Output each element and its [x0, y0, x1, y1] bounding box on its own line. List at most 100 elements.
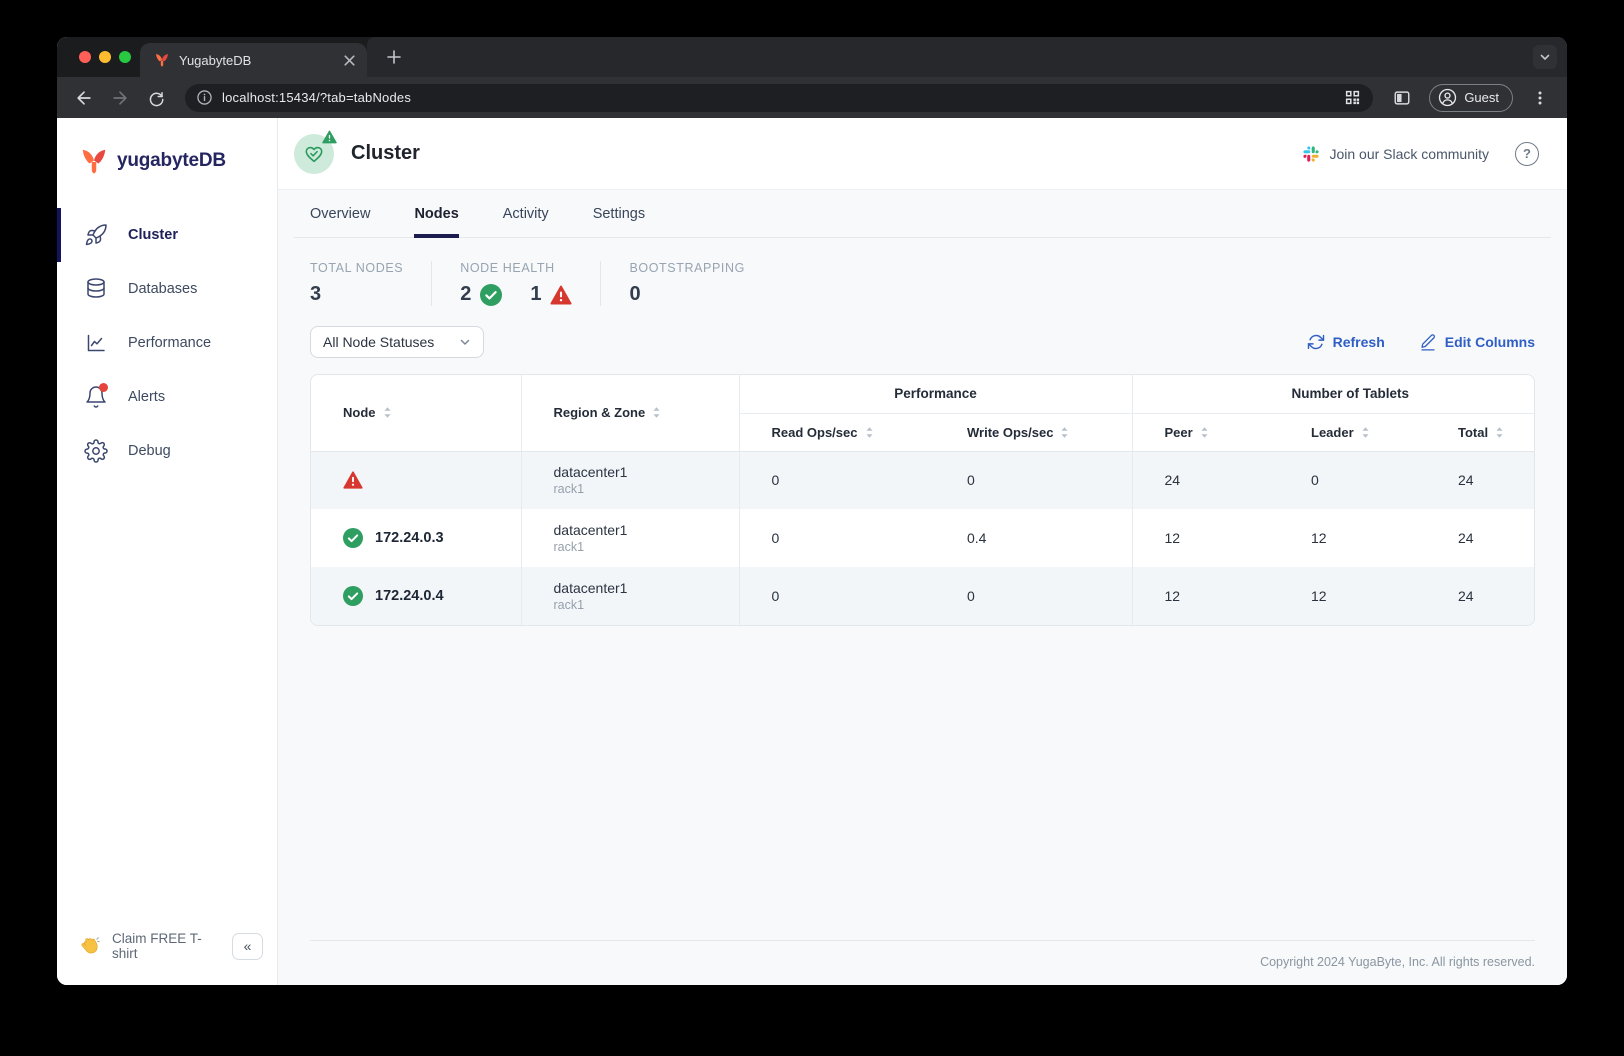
database-icon	[87, 278, 105, 298]
alert-badge-dot	[99, 383, 108, 392]
sort-icon[interactable]	[652, 406, 661, 419]
node-name[interactable]: 172.24.0.4	[375, 588, 444, 604]
table-toolbar: All Node Statuses Refresh	[278, 306, 1567, 374]
warning-nodes: 1	[530, 283, 573, 306]
browser-toolbar: localhost:15434/?tab=tabNodes Guest	[57, 77, 1567, 118]
main-panel: Cluster Join our Slack community ?	[278, 118, 1567, 985]
column-header-leader[interactable]: Leader	[1279, 413, 1427, 452]
sidebar-item-cluster[interactable]: Cluster	[57, 208, 277, 262]
arrow-left-icon	[77, 90, 91, 105]
gear-icon	[84, 439, 108, 463]
tab-overview[interactable]: Overview	[310, 206, 371, 222]
sidebar-item-performance[interactable]: Performance	[57, 316, 277, 370]
sidebar-item-debug[interactable]: Debug	[57, 424, 277, 478]
profile-button[interactable]: Guest	[1429, 83, 1513, 112]
leader-value: 12	[1311, 588, 1327, 604]
line-chart-icon	[87, 334, 105, 352]
leader-value: 12	[1311, 530, 1327, 546]
stat-label: NODE HEALTH	[460, 261, 555, 275]
read-ops-value: 0	[738, 451, 935, 509]
column-header-write-ops[interactable]: Write Ops/sec	[935, 413, 1133, 452]
stat-label: BOOTSTRAPPING	[629, 261, 745, 275]
refresh-button[interactable]: Refresh	[1307, 333, 1385, 351]
sort-icon[interactable]	[1200, 426, 1209, 439]
sort-icon[interactable]	[865, 426, 874, 439]
column-header-region-zone[interactable]: Region & Zone	[520, 375, 739, 452]
plus-icon	[387, 50, 401, 64]
user-avatar-icon	[1439, 88, 1457, 107]
yugabytedb-app: yugabyteDB Cluster	[57, 118, 1567, 985]
close-window-button[interactable]	[79, 51, 91, 63]
edit-columns-label: Edit Columns	[1444, 334, 1535, 350]
browser-menu-button[interactable]	[1525, 83, 1555, 113]
sidebar-item-label: Debug	[128, 443, 171, 459]
column-label: Read Ops/sec	[771, 424, 858, 440]
sidebar-footer: Claim FREE T-shirt «	[57, 931, 277, 985]
node-name[interactable]: 172.24.0.3	[375, 530, 444, 546]
tab-nodes[interactable]: Nodes	[414, 190, 460, 238]
column-label: Node	[343, 405, 376, 421]
help-button[interactable]: ?	[1515, 141, 1539, 166]
sort-icon[interactable]	[383, 406, 392, 419]
warning-triangle-icon	[343, 471, 363, 489]
browser-tabstrip: YugabyteDB	[57, 37, 1567, 77]
refresh-icon	[1307, 334, 1324, 350]
url-text[interactable]: localhost:15434/?tab=tabNodes	[222, 90, 412, 105]
edit-columns-button[interactable]: Edit Columns	[1419, 333, 1535, 351]
minimize-window-button[interactable]	[99, 51, 111, 63]
claim-tshirt-link[interactable]: Claim FREE T-shirt	[112, 931, 202, 961]
slack-community-link[interactable]: Join our Slack community	[1302, 145, 1489, 163]
node-stats: TOTAL NODES 3 NODE HEALTH 2 1	[278, 238, 1567, 306]
sort-icon[interactable]	[1495, 426, 1504, 439]
profile-label: Guest	[1464, 90, 1499, 105]
table-row[interactable]: 172.24.0.3 datacenter1 rack1 0 0.4 12 12	[311, 509, 1534, 567]
zoom-window-button[interactable]	[119, 51, 131, 63]
reload-icon	[149, 91, 164, 106]
site-info-icon[interactable]	[197, 90, 212, 105]
region-name: datacenter1	[553, 580, 628, 596]
node-status-filter[interactable]: All Node Statuses	[310, 326, 484, 358]
tab-title: YugabyteDB	[179, 52, 252, 68]
zone-name: rack1	[553, 598, 585, 612]
column-header-peer[interactable]: Peer	[1131, 413, 1280, 452]
side-panel-button[interactable]	[1387, 83, 1417, 113]
collapse-sidebar-button[interactable]: «	[232, 932, 263, 960]
page-footer: Copyright 2024 YugaByte, Inc. All rights…	[310, 940, 1535, 971]
tab-search-button[interactable]	[1533, 45, 1557, 69]
table-row[interactable]: 172.24.0.4 datacenter1 rack1 0 0 12 12	[311, 567, 1534, 625]
sidebar-item-label: Alerts	[128, 389, 166, 405]
sidebar-item-databases[interactable]: Databases	[57, 262, 277, 316]
cluster-tabs: Overview Nodes Activity Settings	[294, 190, 1551, 238]
leader-value: 0	[1311, 472, 1319, 489]
cluster-health-badge	[294, 130, 337, 174]
sidebar-item-label: Performance	[128, 335, 212, 351]
nodes-table: Node Region & Zone Performance Number of…	[311, 375, 1534, 625]
new-tab-button[interactable]	[381, 44, 407, 70]
warning-triangle-icon	[550, 285, 573, 304]
column-header-total[interactable]: Total	[1426, 413, 1534, 452]
window-controls	[79, 51, 131, 63]
browser-tab-active[interactable]: YugabyteDB	[140, 43, 367, 77]
tab-activity[interactable]: Activity	[502, 206, 549, 222]
sort-icon[interactable]	[1060, 426, 1069, 439]
table-row[interactable]: datacenter1 rack1 0 0 24 0 24	[311, 451, 1534, 509]
column-label: Peer	[1164, 424, 1193, 440]
check-circle-icon	[343, 586, 363, 606]
url-bar[interactable]: localhost:15434/?tab=tabNodes	[185, 83, 1374, 112]
back-button[interactable]	[69, 83, 99, 113]
app-logo[interactable]: yugabyteDB	[57, 118, 277, 176]
tab-settings[interactable]: Settings	[592, 206, 646, 222]
zone-name: rack1	[553, 540, 585, 554]
reload-button[interactable]	[141, 83, 171, 113]
app-logo-text: yugabyteDB	[117, 150, 226, 171]
region-name: datacenter1	[553, 464, 628, 481]
write-ops-value: 0	[967, 588, 975, 604]
sidebar-item-alerts[interactable]: Alerts	[57, 370, 277, 424]
forward-button[interactable]	[105, 83, 135, 113]
close-tab-icon[interactable]	[342, 53, 357, 68]
column-header-node[interactable]: Node	[311, 375, 521, 452]
qr-code-icon[interactable]	[1344, 89, 1361, 106]
column-label: Write Ops/sec	[967, 424, 1054, 440]
column-header-read-ops[interactable]: Read Ops/sec	[738, 413, 935, 452]
sort-icon[interactable]	[1361, 426, 1370, 439]
